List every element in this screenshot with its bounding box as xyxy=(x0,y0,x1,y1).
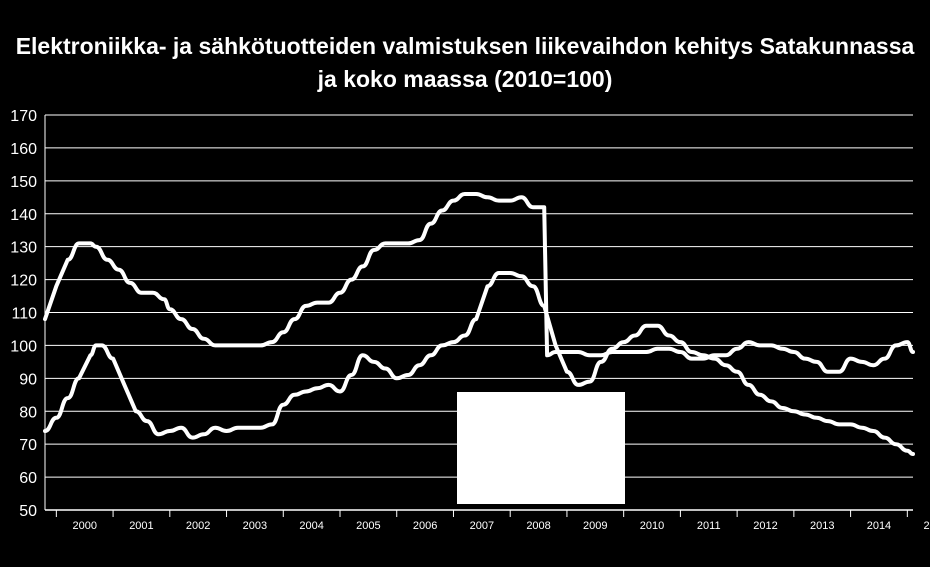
chart-title: Elektroniikka- ja sähkötuotteiden valmis… xyxy=(0,30,930,96)
y-tick-label: 50 xyxy=(19,503,37,520)
y-tick-label: 110 xyxy=(11,306,37,323)
x-tick-label: 2000 xyxy=(72,520,96,532)
series-line-2 xyxy=(43,271,915,456)
x-tick-label: 2004 xyxy=(299,520,323,532)
chart-title-line-1: Elektroniikka- ja sähkötuotteiden valmis… xyxy=(15,33,915,59)
x-tick-label: 2013 xyxy=(810,520,834,532)
y-tick-label: 130 xyxy=(10,240,37,257)
y-tick-label: 170 xyxy=(10,108,37,125)
y-tick-label: 70 xyxy=(19,437,37,454)
x-tick-label: 2008 xyxy=(526,520,550,532)
series-lines xyxy=(43,191,915,456)
series-line-1 xyxy=(43,191,915,374)
chart-title-line-2: ja koko maassa (2010=100) xyxy=(317,66,613,92)
x-tick-label: 2011 xyxy=(697,520,721,532)
y-tick-label: 150 xyxy=(10,174,37,191)
x-axis: 2000 2001 2002 2003 2004 2005 2006 2007 2008 2009… xyxy=(45,509,930,532)
x-tick-label: 2009 xyxy=(583,520,607,532)
x-tick-label: 2007 xyxy=(470,520,494,532)
x-tick-label: 2001 xyxy=(129,520,153,532)
y-axis: 50 60 70 80 90 100 110 120 130 140 150 160 170 xyxy=(10,108,46,520)
y-tick-label: 160 xyxy=(10,141,37,158)
y-tick-label: 80 xyxy=(19,404,37,421)
y-tick-label: 90 xyxy=(19,371,37,388)
y-tick-label: 140 xyxy=(10,207,37,224)
x-tick-label: 2015 xyxy=(923,520,930,532)
x-tick-label: 2014 xyxy=(867,520,891,532)
y-tick-label: 120 xyxy=(10,273,37,290)
y-tick-label: 60 xyxy=(19,470,37,487)
overlay-box xyxy=(457,392,625,504)
x-tick-label: 2005 xyxy=(356,520,380,532)
x-tick-label: 2006 xyxy=(413,520,437,532)
x-tick-label: 2002 xyxy=(186,520,210,532)
x-tick-label: 2012 xyxy=(753,520,777,532)
x-tick-label: 2010 xyxy=(640,520,664,532)
y-tick-label: 100 xyxy=(10,338,37,355)
x-tick-label: 2003 xyxy=(243,520,267,532)
